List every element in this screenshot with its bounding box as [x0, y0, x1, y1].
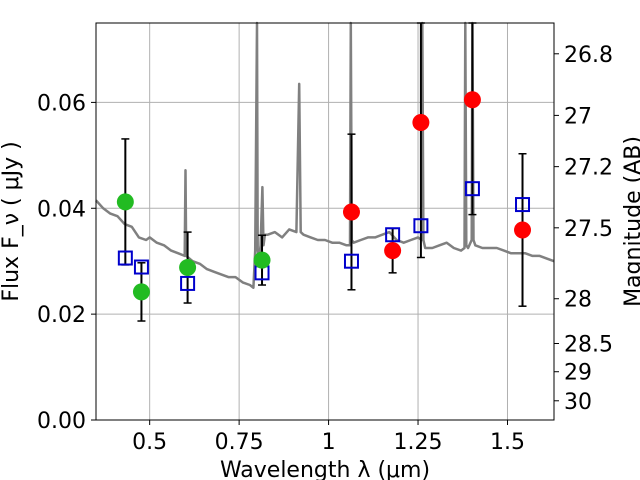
observed-point: [384, 242, 402, 260]
y-axis-ticks: 0.00 0.02 0.04 0.06: [37, 91, 96, 434]
magnitude-tick-label: 26.8: [564, 43, 613, 68]
magnitude-tick-label: 28.5: [564, 332, 613, 357]
y-tick-label: 0.00: [37, 409, 86, 434]
observed-point: [132, 283, 150, 301]
magnitude-tick-label: 27.5: [564, 217, 613, 242]
magnitude-tick-label: 30: [564, 390, 592, 415]
y-tick-label: 0.04: [37, 197, 86, 222]
model-point: [133, 259, 149, 275]
model-point: [413, 218, 429, 234]
model-point: [515, 197, 531, 213]
model-point: [464, 181, 480, 197]
y-tick-label: 0.02: [37, 303, 86, 328]
plot-frame: [95, 22, 555, 421]
x-tick-label: 1.25: [394, 430, 443, 455]
model-point: [343, 253, 359, 269]
y-axis-label: Flux F_ν ( μJy ): [0, 141, 24, 301]
x-tick-label: 0.5: [132, 430, 167, 455]
x-tick-label: 1: [322, 430, 336, 455]
observed-point: [412, 114, 430, 132]
observed-point: [179, 259, 197, 277]
observed-point: [116, 193, 134, 211]
model-point: [385, 227, 401, 243]
y-tick-label: 0.06: [37, 91, 86, 116]
model-point: [117, 250, 133, 266]
observed-photometry-series: [116, 91, 532, 301]
spectrum-series: [95, 21, 555, 289]
observed-point: [342, 203, 360, 221]
magnitude-tick-label: 27: [564, 104, 592, 129]
model-point: [180, 275, 196, 291]
grid: [96, 23, 554, 421]
observed-point: [514, 221, 532, 239]
magnitude-tick-label: 29: [564, 361, 592, 386]
spectrum-line: [95, 21, 555, 289]
magnitude-tick-label: 27.2: [564, 156, 613, 181]
x-tick-label: 1.5: [490, 430, 525, 455]
observed-point: [253, 251, 271, 269]
x-axis-label: Wavelength λ (μm): [220, 458, 430, 480]
magnitude-axis-label: Magnitude (AB): [621, 136, 640, 307]
x-axis-ticks: 0.5 0.75 1 1.25 1.5: [132, 420, 525, 455]
magnitude-axis-ticks: 26.8 27 27.2 27.5 28 28.5 29 30: [554, 43, 613, 415]
observed-point: [463, 91, 481, 109]
x-tick-label: 0.75: [215, 430, 264, 455]
magnitude-tick-label: 28: [564, 288, 592, 313]
